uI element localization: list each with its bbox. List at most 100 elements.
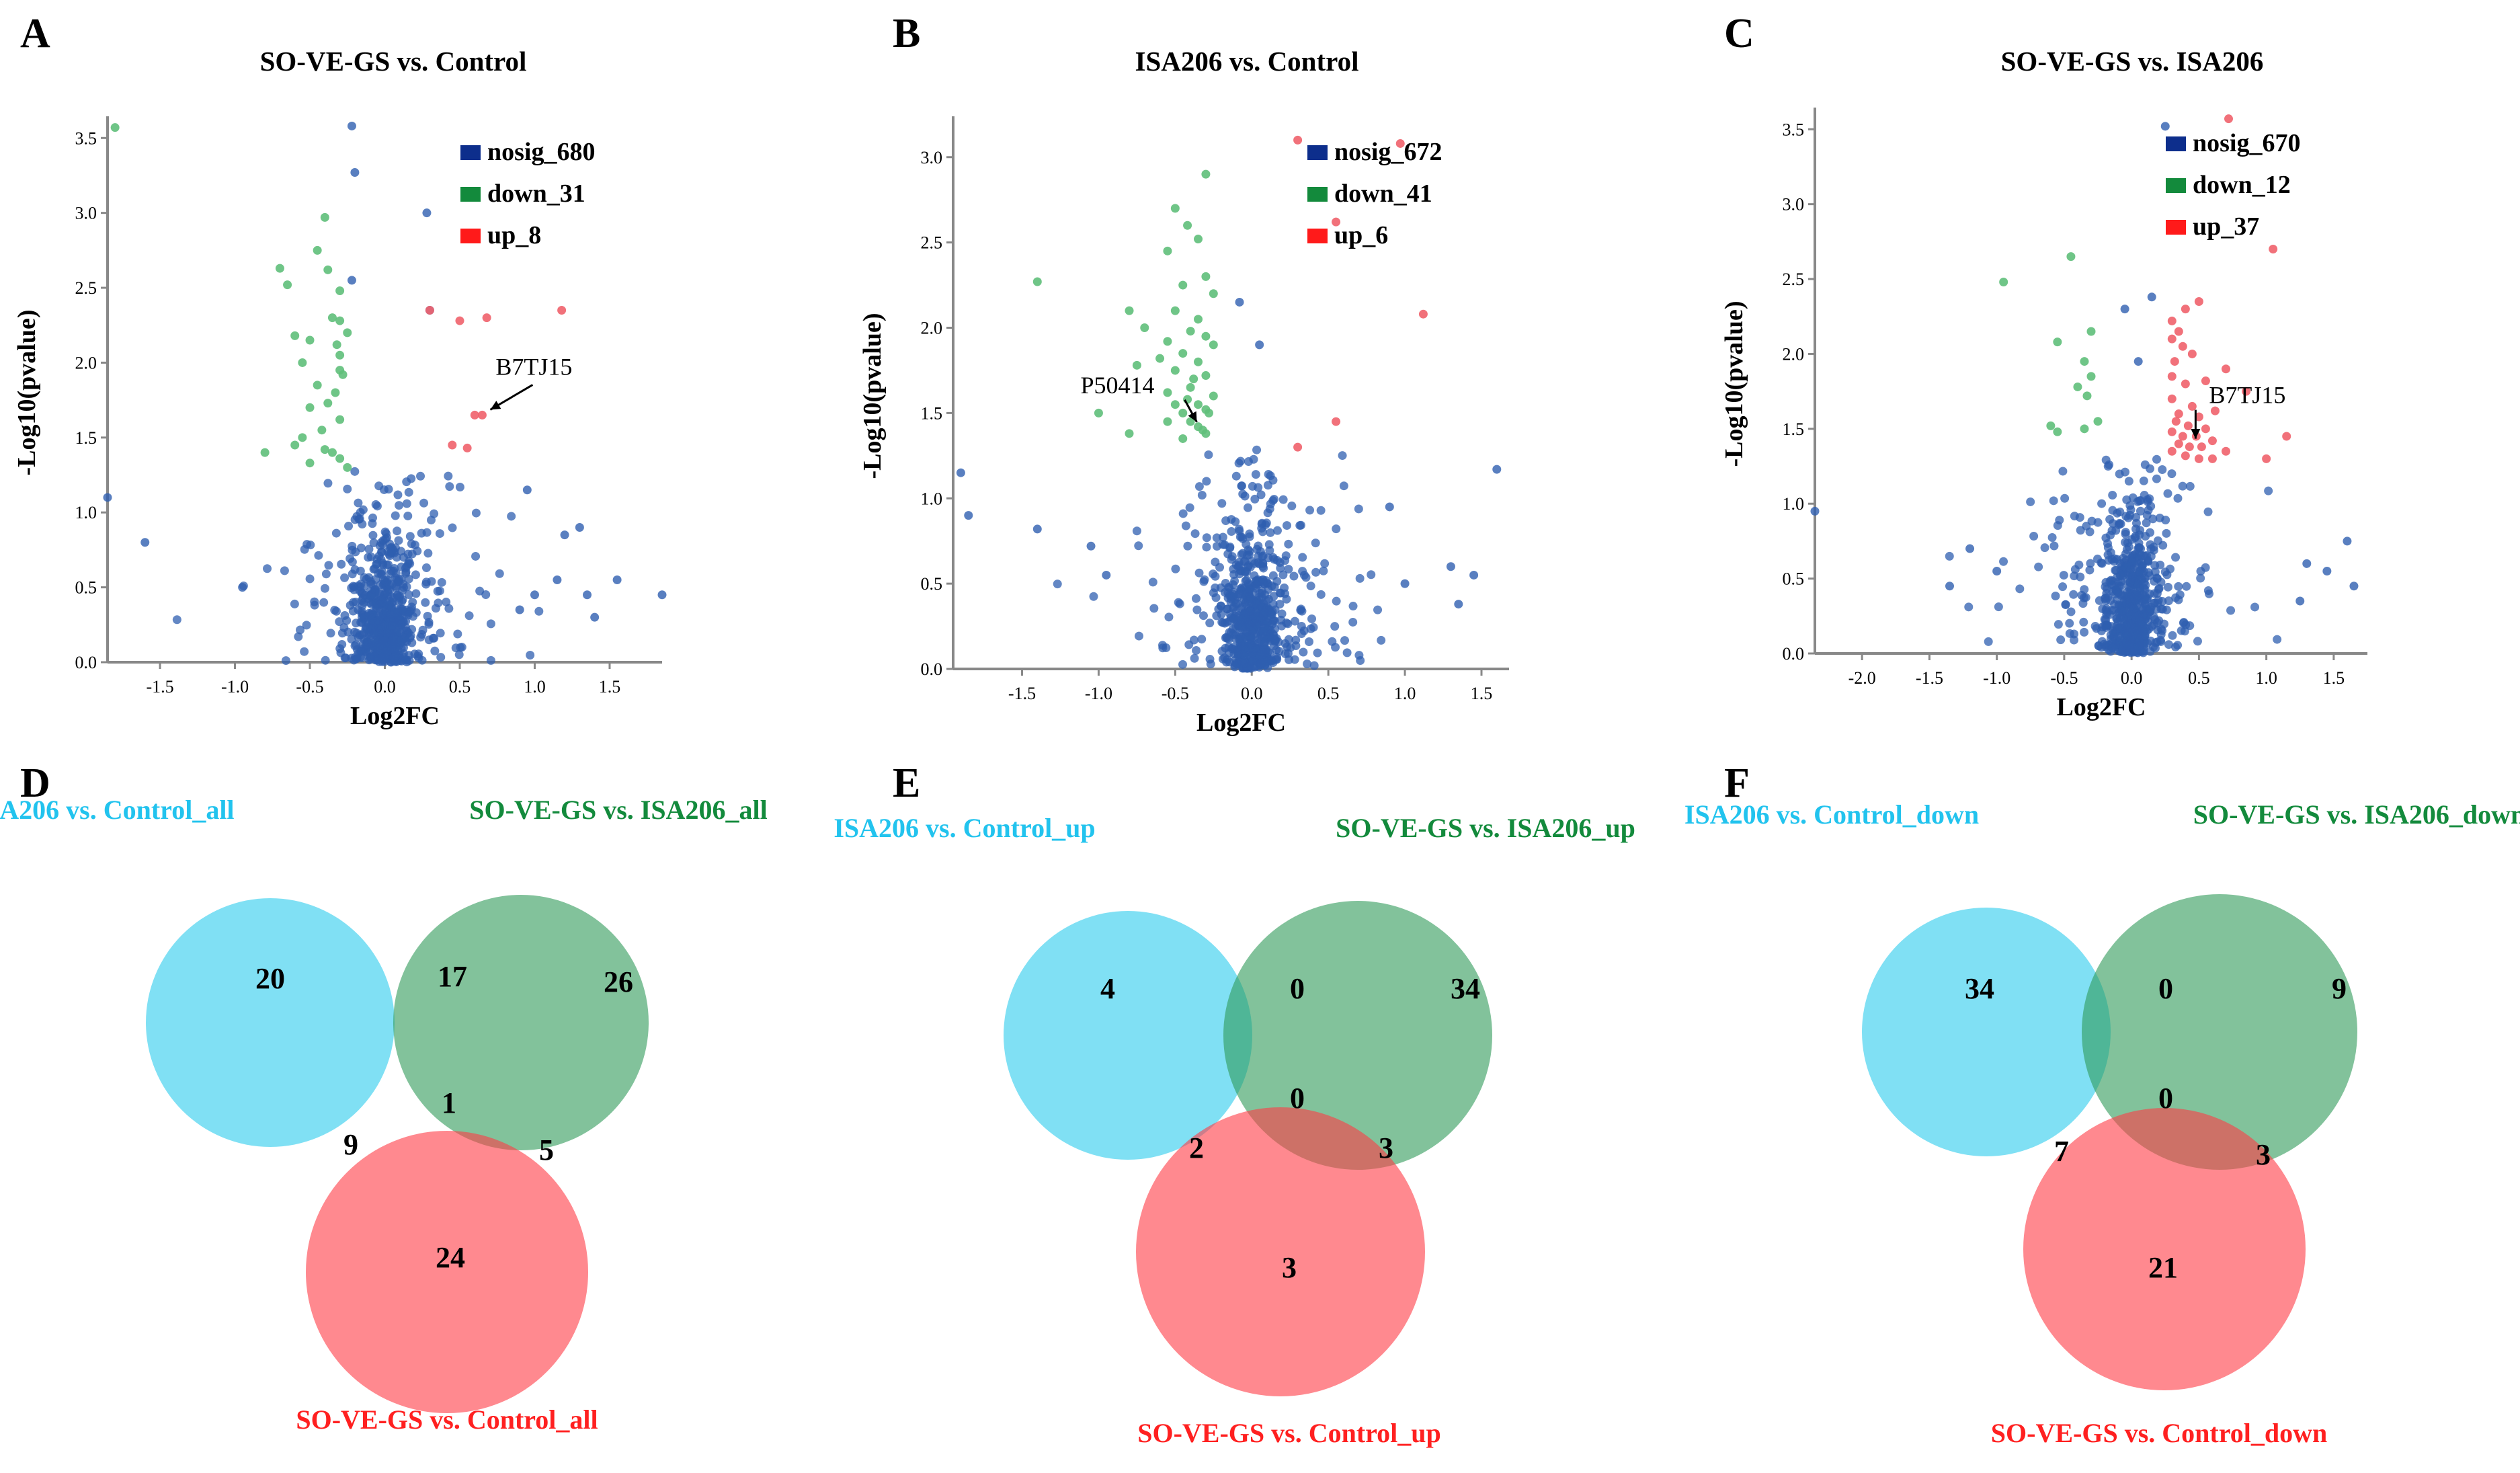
nosig-point <box>1225 542 1235 551</box>
x-tick-label: 1.0 <box>2255 668 2277 688</box>
venn-diagram-d: ISA206 vs. Control_all SO-VE-GS vs. ISA20… <box>0 795 768 1435</box>
nosig-point <box>1221 578 1230 588</box>
nosig-point <box>435 586 444 596</box>
nosig-point <box>2109 606 2119 615</box>
nosig-point <box>2105 577 2115 586</box>
nosig-point <box>1339 481 1348 491</box>
nosig-point <box>310 597 319 606</box>
nosig-point <box>358 520 367 529</box>
up-point <box>2194 412 2203 422</box>
nosig-point <box>1297 621 1306 631</box>
down-point <box>1163 417 1172 426</box>
nosig-point <box>1303 659 1312 668</box>
nosig-point <box>1239 641 1248 650</box>
up-point <box>2178 342 2187 351</box>
nosig-point <box>2108 506 2117 515</box>
nosig-point <box>2142 595 2152 604</box>
nosig-point <box>1257 524 1266 533</box>
nosig-point <box>1221 643 1230 653</box>
nosig-point <box>1238 549 1248 558</box>
nosig-point <box>1287 502 1297 511</box>
nosig-point <box>530 590 539 600</box>
nosig-point <box>1291 641 1301 651</box>
up-point <box>2181 305 2190 314</box>
nosig-point <box>2047 533 2057 543</box>
nosig-point <box>337 629 347 638</box>
up-point <box>482 313 491 323</box>
nosig-point <box>2193 637 2202 646</box>
venn-set-label-a: ISA206 vs. Control_all <box>0 795 235 825</box>
nosig-point <box>382 529 391 539</box>
venn-set-label-b: SO-VE-GS vs. ISA206_all <box>469 795 767 825</box>
up-point <box>2174 327 2183 336</box>
nosig-point <box>401 655 411 664</box>
nosig-point <box>405 532 415 541</box>
venn-count-ac: 2 <box>1189 1131 1204 1164</box>
nosig-point <box>347 635 356 644</box>
down-point <box>335 454 345 463</box>
down-point <box>1194 357 1203 366</box>
nosig-point <box>1134 631 1143 641</box>
nosig-point <box>2135 530 2144 540</box>
nosig-point <box>444 604 454 613</box>
nosig-point <box>407 474 416 483</box>
up-point <box>2167 427 2177 436</box>
nosig-point <box>435 529 444 539</box>
nosig-point <box>2080 627 2089 637</box>
nosig-point <box>357 589 366 598</box>
nosig-point <box>2111 586 2121 595</box>
nosig-point <box>140 538 150 547</box>
down-point <box>313 245 322 255</box>
nosig-point <box>2295 596 2305 606</box>
up-point <box>2221 446 2230 456</box>
nosig-point <box>1171 564 1180 573</box>
nosig-point <box>2065 619 2074 628</box>
nosig-point <box>418 625 428 635</box>
nosig-point <box>1211 583 1220 592</box>
down-point <box>1183 221 1192 230</box>
up-point <box>448 440 457 450</box>
x-tick-label: 1.5 <box>2323 668 2345 688</box>
nosig-point <box>1218 654 1227 664</box>
nosig-point <box>657 590 667 600</box>
nosig-point <box>1089 592 1098 601</box>
nosig-point <box>421 598 430 607</box>
nosig-point <box>2015 584 2025 594</box>
up-point <box>1418 309 1428 319</box>
nosig-point <box>2174 582 2183 591</box>
nosig-point <box>2136 551 2145 560</box>
venn-circle-b <box>1223 901 1492 1170</box>
y-tick-label: 1.5 <box>921 403 943 423</box>
nosig-point <box>2110 554 2119 563</box>
nosig-point <box>2349 582 2359 591</box>
nosig-point <box>2049 541 2059 551</box>
nosig-point <box>2152 454 2161 464</box>
nosig-point <box>400 633 409 643</box>
nosig-point <box>394 616 403 625</box>
nosig-point <box>1212 611 1221 621</box>
nosig-point <box>423 549 433 558</box>
nosig-point <box>2156 560 2165 569</box>
nosig-point <box>1263 481 1272 490</box>
nosig-point <box>956 468 965 477</box>
nosig-point <box>411 570 420 580</box>
nosig-point <box>1197 490 1207 500</box>
nosig-point <box>1354 504 1363 514</box>
nosig-point <box>407 605 416 614</box>
nosig-point <box>2302 559 2312 568</box>
panel-letter-d: D <box>20 760 50 806</box>
nosig-point <box>1348 602 1358 611</box>
down-point <box>305 335 315 345</box>
down-point <box>1032 277 1042 286</box>
x-tick-label: -2.0 <box>1848 668 1876 688</box>
venn-count-abc: 0 <box>1290 1082 1305 1115</box>
up-point <box>2201 376 2210 386</box>
nosig-point <box>397 562 406 571</box>
nosig-point <box>1255 340 1264 350</box>
nosig-point <box>384 549 394 559</box>
nosig-point <box>238 583 247 592</box>
nosig-point <box>612 575 622 584</box>
nosig-point <box>1446 562 1455 571</box>
nosig-point <box>2140 491 2149 500</box>
nosig-point <box>2143 497 2152 506</box>
